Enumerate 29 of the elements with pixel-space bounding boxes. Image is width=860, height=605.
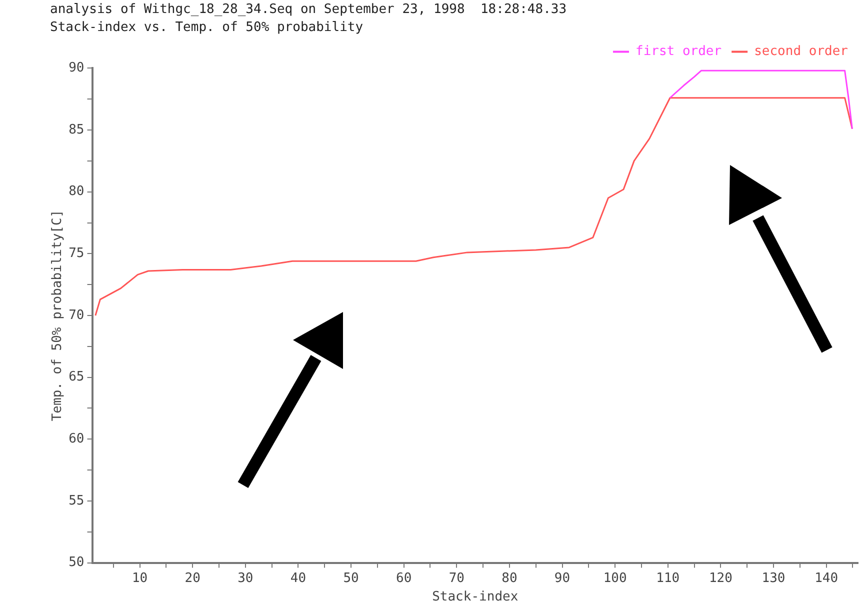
y-axis-title: Temp. of 50% probability[C] xyxy=(50,210,66,422)
x-tick-label: 110 xyxy=(656,570,680,586)
x-tick-label: 140 xyxy=(814,570,838,586)
y-tick-label: 80 xyxy=(68,184,84,200)
x-tick-label: 40 xyxy=(290,570,306,586)
y-tick-label: 90 xyxy=(68,60,84,76)
x-tick-label: 90 xyxy=(554,570,570,586)
x-tick-label: 20 xyxy=(184,570,200,586)
chart-subtitle: Stack-index vs. Temp. of 50% probability xyxy=(50,20,364,35)
x-tick-label: 70 xyxy=(448,570,464,586)
y-tick-label: 70 xyxy=(68,308,84,323)
x-tick-label: 120 xyxy=(708,570,732,586)
x-tick-label: 30 xyxy=(238,570,254,586)
y-tick-label: 60 xyxy=(68,432,84,447)
x-axis-title: Stack-index xyxy=(432,590,518,605)
y-tick-label: 85 xyxy=(68,122,84,138)
x-tick-label: 10 xyxy=(132,570,148,586)
y-tick-label: 55 xyxy=(68,493,84,508)
x-tick-label: 80 xyxy=(502,570,518,586)
x-tick-label: 60 xyxy=(396,570,412,586)
y-tick-label: 65 xyxy=(68,370,84,385)
legend-label: second order xyxy=(754,44,848,60)
x-tick-label: 100 xyxy=(603,570,627,586)
x-tick-label: 50 xyxy=(343,570,359,586)
y-tick-label: 75 xyxy=(68,246,84,262)
legend-label: first order xyxy=(635,44,722,60)
x-tick-label: 130 xyxy=(762,570,786,586)
y-tick-label: 50 xyxy=(68,555,84,570)
chart-title: analysis of Withgc_18_28_34.Seq on September 23, 1998 18:28:48.33 xyxy=(50,2,567,18)
